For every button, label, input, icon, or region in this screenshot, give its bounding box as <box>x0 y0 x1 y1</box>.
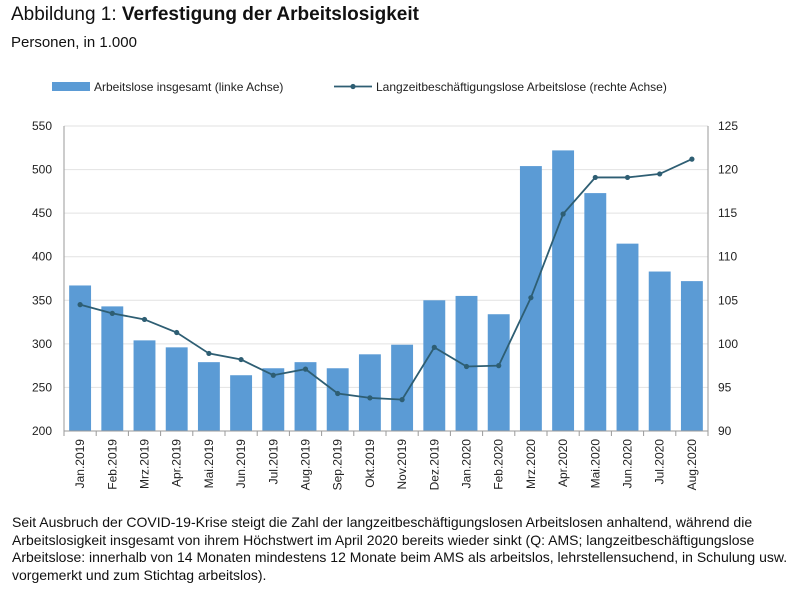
legend-bar-swatch <box>52 82 90 91</box>
legend-line-marker <box>350 83 356 90</box>
chart-subtitle: Personen, in 1.000 <box>11 34 137 51</box>
legend-line-label: Langzeitbeschäftigungslose Arbeitslose (… <box>376 80 667 94</box>
bar <box>584 193 607 431</box>
x-tick-label: Dez.2019 <box>427 439 441 491</box>
bar <box>133 340 156 431</box>
line-point <box>560 211 566 217</box>
line-point <box>109 310 115 316</box>
bar <box>101 306 124 431</box>
bar <box>294 362 317 431</box>
chart-title: Abbildung 1: Verfestigung der Arbeitslos… <box>11 4 419 26</box>
line-point <box>367 395 373 401</box>
bar <box>69 285 92 431</box>
x-tick-label: Feb.2019 <box>105 439 119 490</box>
bar <box>680 281 703 431</box>
x-tick-label: Mrz.2019 <box>138 439 152 489</box>
line-point <box>206 350 212 357</box>
x-tick-label: Mai.2020 <box>588 439 602 489</box>
line-point <box>463 363 470 370</box>
footnote: Seit Ausbruch der COVID-19-Krise steigt … <box>12 514 788 583</box>
right-tick-label: 125 <box>718 119 738 133</box>
combo-chart: Arbeitslose insgesamt (linke Achse) Lang… <box>32 80 738 491</box>
bar <box>616 243 639 431</box>
line-point <box>302 366 309 372</box>
right-tick-label: 95 <box>718 380 732 394</box>
legend-bar-label: Arbeitslose insgesamt (linke Achse) <box>94 80 283 94</box>
bar <box>165 347 188 431</box>
line-point <box>496 363 502 369</box>
x-tick-label: Jul.2019 <box>266 439 280 485</box>
bar <box>423 300 446 431</box>
right-tick-label: 100 <box>718 337 738 351</box>
line-series <box>77 156 695 403</box>
bar <box>455 295 478 431</box>
right-axis-ticks: 90 95 100 105 110 115 120 125 <box>718 119 738 438</box>
line-point <box>238 356 244 363</box>
bar <box>262 368 285 431</box>
x-tick-label: Sep.2019 <box>331 439 345 491</box>
line-point <box>624 174 631 181</box>
left-tick-label: 500 <box>32 163 52 177</box>
bar <box>230 375 253 431</box>
line-point <box>335 390 341 397</box>
x-tick-label: Jan.2020 <box>460 439 474 489</box>
x-tick-label: Jun.2020 <box>621 439 635 489</box>
line-point <box>270 372 276 378</box>
left-tick-label: 550 <box>32 119 52 133</box>
gridlines <box>64 125 708 388</box>
right-tick-label: 120 <box>718 163 738 177</box>
bar <box>648 271 671 431</box>
x-tick-label: Jul.2020 <box>653 439 667 485</box>
line-point <box>528 295 534 301</box>
legend: Arbeitslose insgesamt (linke Achse) Lang… <box>52 80 667 94</box>
x-tick-label: Jun.2019 <box>234 439 248 489</box>
right-tick-label: 110 <box>718 250 737 264</box>
x-tick-label: Apr.2019 <box>170 439 184 487</box>
x-tick-label: Feb.2020 <box>492 439 506 490</box>
line-point <box>431 344 437 350</box>
bar <box>197 362 220 431</box>
title-bold: Verfestigung der Arbeitslosigkeit <box>121 4 419 25</box>
left-tick-label: 200 <box>32 424 52 438</box>
x-tick-label: Jan.2019 <box>73 439 87 489</box>
left-tick-label: 350 <box>32 293 52 307</box>
x-tick-label: Apr.2020 <box>556 439 570 487</box>
right-tick-label: 115 <box>718 206 737 220</box>
axes <box>63 126 709 436</box>
left-tick-label: 300 <box>32 337 52 351</box>
right-tick-label: 105 <box>718 293 738 307</box>
line-point <box>592 174 598 181</box>
line-point <box>77 302 83 308</box>
bar <box>552 150 575 431</box>
bar <box>326 368 349 431</box>
x-tick-label: Aug.2019 <box>299 439 313 491</box>
line-point <box>174 329 180 336</box>
left-tick-label: 400 <box>32 250 52 264</box>
line-point <box>689 156 695 162</box>
x-tick-label: Aug.2020 <box>685 439 699 491</box>
x-tick-label: Okt.2019 <box>363 439 377 488</box>
title-prefix: Abbildung 1: <box>11 4 122 25</box>
x-tick-label: Mrz.2020 <box>524 439 538 489</box>
bar <box>358 354 381 431</box>
bars <box>69 150 703 432</box>
right-tick-label: 90 <box>718 424 732 438</box>
x-tick-label: Mai.2019 <box>202 439 216 489</box>
line-path <box>79 158 693 401</box>
bar <box>487 314 510 431</box>
line-point <box>657 171 663 177</box>
left-tick-label: 250 <box>32 380 52 394</box>
x-axis-ticks: Jan.2019 Feb.2019 Mrz.2019 Apr.2019 Mai.2019… <box>73 439 699 491</box>
line-point <box>141 316 148 323</box>
left-axis-ticks: 200 250 300 350 400 450 500 550 <box>32 119 52 438</box>
left-tick-label: 450 <box>32 206 52 220</box>
bar <box>391 344 414 431</box>
x-tick-label: Nov.2019 <box>395 439 409 490</box>
line-point <box>399 397 405 403</box>
